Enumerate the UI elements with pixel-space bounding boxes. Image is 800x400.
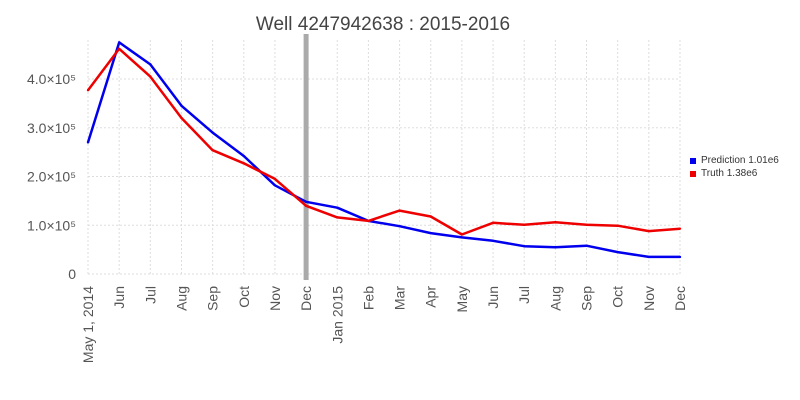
data-point (585, 244, 588, 247)
data-point (211, 131, 214, 134)
data-point (554, 221, 557, 224)
data-point (460, 233, 464, 236)
x-tick-label: Oct (610, 286, 626, 308)
data-point (149, 75, 152, 78)
data-point (398, 209, 401, 212)
data-point (117, 41, 121, 44)
y-tick-label: 1.0×10⁵ (27, 217, 76, 233)
data-point (429, 231, 432, 235)
data-point (336, 206, 339, 209)
legend-item-truth[interactable]: Truth 1.38e6 (690, 167, 779, 180)
data-point (429, 215, 432, 218)
data-point (491, 239, 495, 243)
data-point (180, 104, 183, 108)
series-lines (86, 41, 682, 259)
data-point (616, 250, 619, 254)
x-tick-label: Aug (547, 286, 563, 311)
x-tick-label: Sep (579, 286, 595, 311)
y-tick-label: 2.0×10⁵ (27, 169, 76, 185)
chart-title: Well 4247942638 : 2015-2016 (255, 14, 511, 35)
x-tick-label: Nov (267, 286, 283, 311)
legend-swatch-prediction (690, 157, 696, 164)
grid-lines (87, 40, 681, 275)
data-point (336, 216, 339, 219)
series-line-0 (86, 41, 680, 259)
data-point (616, 224, 619, 227)
legend-item-prediction[interactable]: Prediction 1.01e6 (690, 154, 779, 167)
series-line-1 (87, 47, 681, 236)
data-point (398, 225, 401, 228)
data-point (149, 63, 152, 66)
data-point (86, 141, 90, 144)
data-point (491, 221, 495, 225)
x-tick-label: Jul (142, 286, 158, 304)
data-point (117, 47, 121, 50)
x-tick-label: Oct (236, 286, 252, 308)
x-tick-label: Sep (205, 286, 221, 311)
data-point (678, 255, 682, 259)
x-tick-label: Apr (423, 286, 439, 308)
data-point (554, 245, 557, 249)
x-tick-label: Feb (360, 286, 376, 310)
data-point (86, 89, 90, 92)
data-point (180, 116, 183, 120)
data-point (211, 148, 214, 152)
data-point (273, 184, 277, 187)
legend-label-truth: Truth 1.38e6 (701, 168, 758, 179)
data-point (585, 223, 588, 226)
data-point (304, 200, 308, 204)
y-tick-label: 4.0×10⁵ (27, 71, 76, 87)
x-tick-label: Jun (111, 286, 127, 309)
y-tick-label: 0 (68, 266, 76, 282)
data-point (242, 154, 245, 158)
legend-label-prediction: Prediction 1.01e6 (701, 155, 779, 166)
x-tick-label: Dec (298, 286, 314, 311)
chart-legend: Prediction 1.01e6 Truth 1.38e6 (690, 154, 779, 180)
data-point (523, 223, 526, 226)
x-tick-label: May (454, 286, 470, 312)
data-point (304, 204, 308, 207)
data-point (678, 227, 682, 230)
data-point (647, 229, 651, 233)
x-tick-label: Jul (516, 286, 532, 304)
y-tick-label: 3.0×10⁵ (27, 120, 76, 136)
x-tick-label: Nov (641, 286, 657, 311)
data-point (647, 255, 651, 259)
data-point (242, 162, 245, 165)
data-point (460, 236, 464, 239)
data-point (273, 177, 277, 181)
x-tick-label: Jan 2015 (329, 286, 345, 344)
data-point (523, 245, 526, 248)
x-tick-label: Aug (173, 286, 189, 311)
x-tick-label: Dec (672, 286, 688, 311)
x-tick-label: May 1, 2014 (80, 286, 96, 363)
x-tick-label: Mar (392, 286, 408, 310)
legend-swatch-truth (690, 170, 696, 177)
x-tick-label: Jun (485, 286, 501, 309)
x-axis-tick-labels: May 1, 2014 Jun Jul Aug Sep Oct Nov Dec Jan 2015… (80, 286, 688, 363)
data-point (367, 219, 370, 223)
y-axis-tick-labels: 0 1.0×10⁵ 2.0×10⁵ 3.0×10⁵ 4.0×10⁵ (27, 71, 76, 282)
